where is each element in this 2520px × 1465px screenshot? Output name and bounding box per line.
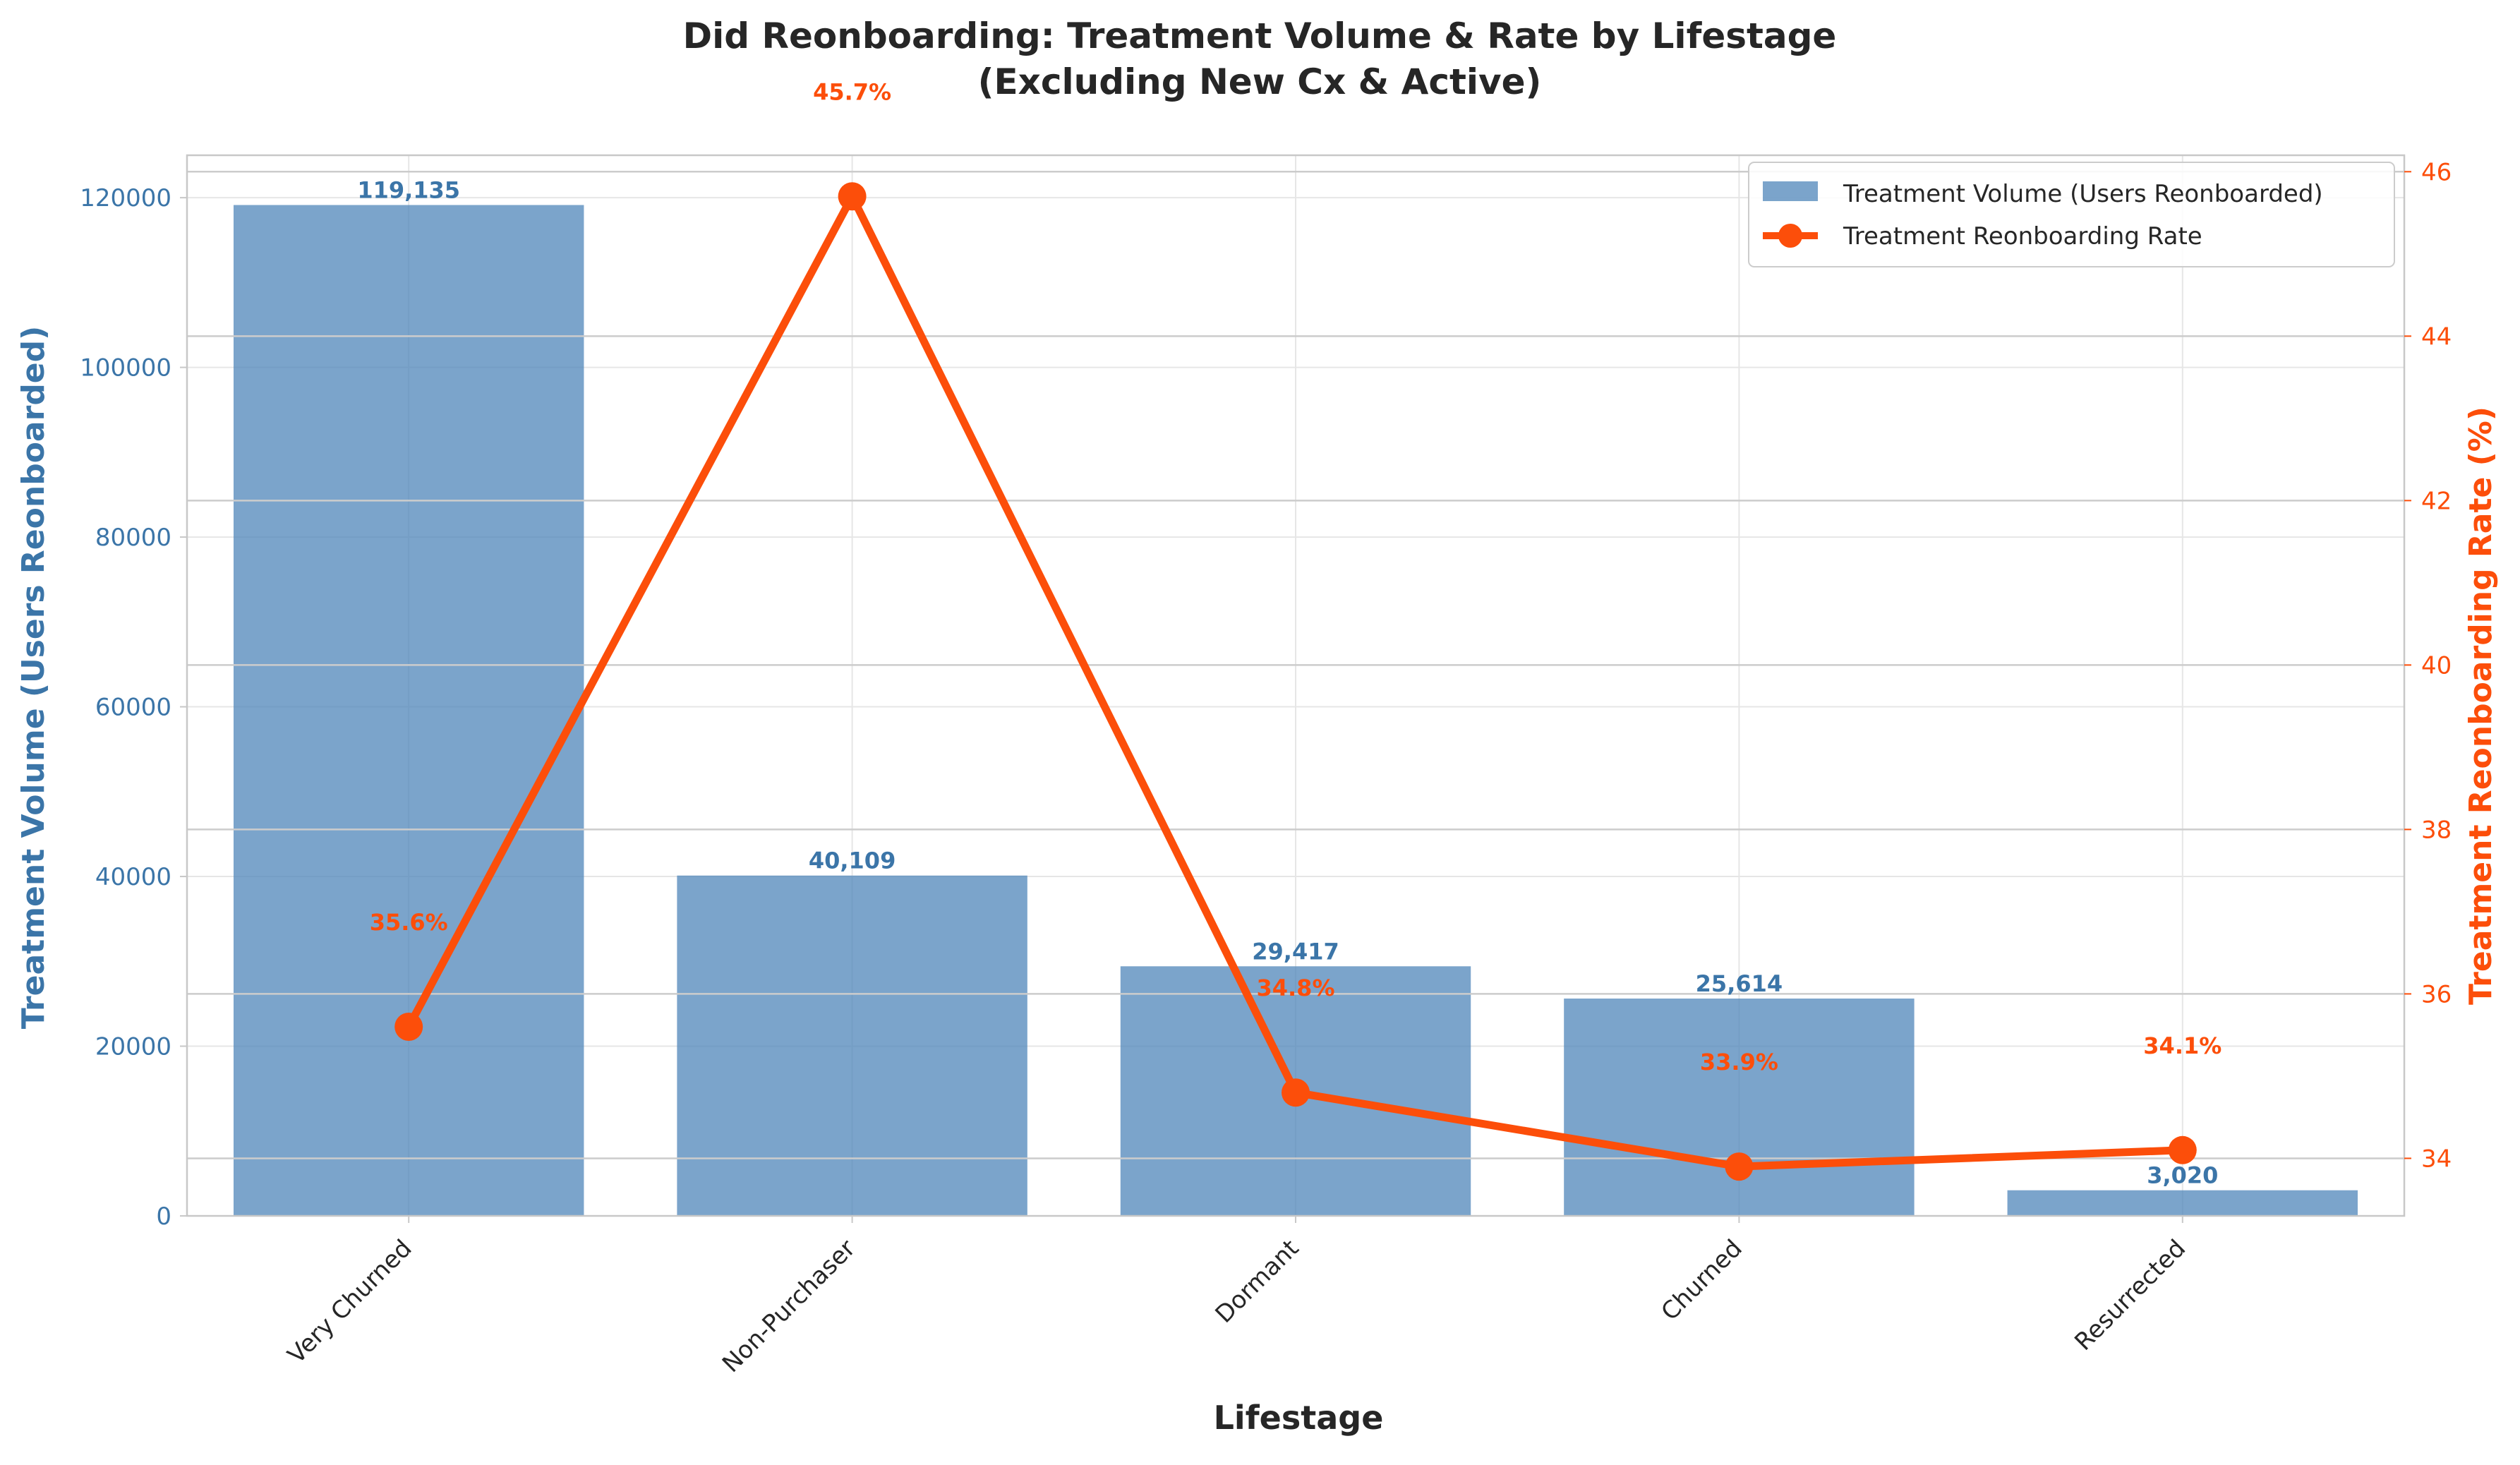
- line-layer: [394, 182, 2197, 1181]
- y2-axis-label: Treatment Reonboarding Rate (%): [2463, 406, 2499, 1005]
- rate-value-label: 34.1%: [2143, 1032, 2221, 1059]
- y2-tick-label: 38: [2421, 816, 2452, 844]
- bar-value-label: 25,614: [1696, 970, 1783, 997]
- rate-marker: [1282, 1078, 1310, 1107]
- rate-value-label: 35.6%: [370, 909, 448, 936]
- y2-tick-label: 40: [2421, 651, 2452, 680]
- volume-bar: [1564, 999, 1915, 1216]
- y2-tick-label: 34: [2421, 1145, 2452, 1173]
- x-tick-label: Non-Purchaser: [717, 1234, 861, 1378]
- legend-bar-swatch: [1763, 181, 1818, 201]
- legend-line-label: Treatment Reonboarding Rate: [1843, 222, 2202, 251]
- y-tick-label: 60000: [95, 694, 171, 722]
- bar-value-label: 119,135: [357, 177, 460, 204]
- rate-marker: [2168, 1135, 2197, 1164]
- legend-bar-label: Treatment Volume (Users Reonboarded): [1843, 180, 2323, 208]
- y2-tick-label: 46: [2421, 158, 2452, 186]
- y-tick-label: 80000: [95, 524, 171, 552]
- rate-value-label: 34.8%: [1256, 975, 1334, 1001]
- labels-layer: 119,135 40,109 29,417 25,614 3,020 35.6% 45.7%…: [357, 78, 2221, 1188]
- y-tick-label: 120000: [80, 184, 171, 212]
- chart-title: Did Reonboarding: Treatment Volume & Rat…: [683, 16, 1837, 56]
- bar-value-label: 40,109: [809, 848, 896, 874]
- x-tick-label: Very Churned: [282, 1234, 417, 1369]
- rate-value-label: 33.9%: [1700, 1049, 1778, 1075]
- y2-tick-label: 36: [2421, 980, 2452, 1008]
- volume-bar: [233, 205, 584, 1216]
- legend-frame: [1748, 162, 2395, 267]
- legend: Treatment Volume (Users Reonboarded) Tre…: [1748, 162, 2395, 267]
- y-tick-label: 100000: [80, 354, 171, 382]
- rate-marker: [394, 1013, 423, 1042]
- y2-tick-label: 42: [2421, 487, 2452, 515]
- volume-bar: [2007, 1190, 2358, 1216]
- x-tick-label: Dormant: [1210, 1234, 1305, 1329]
- x-tick-label: Resurrected: [2069, 1234, 2191, 1356]
- rate-value-label: 45.7%: [813, 78, 891, 105]
- right-grid-layer: [187, 171, 2404, 1159]
- legend-line-marker: [1778, 224, 1802, 248]
- y2-tick-label: 44: [2421, 322, 2452, 351]
- y-tick-label: 20000: [95, 1033, 171, 1061]
- chart-subtitle: (Excluding New Cx & Active): [978, 61, 1542, 102]
- volume-bar: [677, 875, 1027, 1216]
- bar-value-label: 29,417: [1252, 938, 1339, 965]
- y-axis-label: Treatment Volume (Users Reonboarded): [16, 326, 52, 1030]
- y-tick-label: 0: [156, 1202, 171, 1231]
- x-tick-label: Churned: [1656, 1234, 1747, 1326]
- bar-value-label: 3,020: [2147, 1162, 2218, 1189]
- rate-marker: [1725, 1152, 1754, 1181]
- rate-marker: [838, 182, 867, 211]
- y-tick-label: 40000: [95, 863, 171, 891]
- x-axis-label: Lifestage: [1214, 1399, 1384, 1437]
